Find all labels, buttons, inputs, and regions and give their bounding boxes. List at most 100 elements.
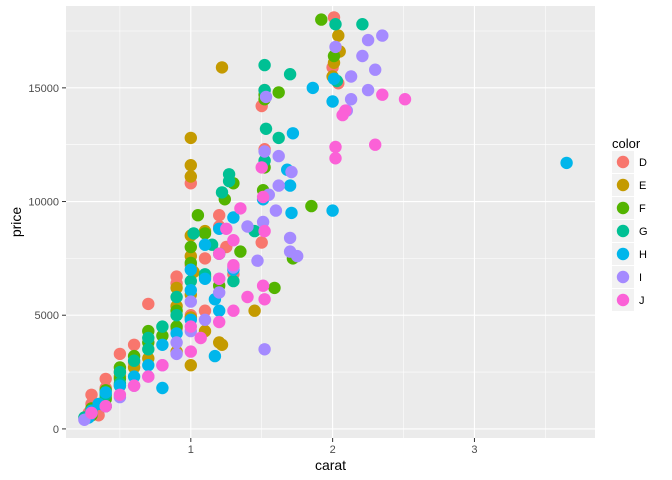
data-point-J [227, 304, 240, 317]
x-tick-label: 3 [471, 444, 477, 456]
data-point-H [326, 95, 339, 108]
data-point-H [286, 127, 300, 140]
data-point-D [127, 338, 141, 351]
data-point-D [198, 304, 212, 317]
axes: 1 2 3 0 5000 10000 15000 [28, 83, 477, 456]
data-point-G [222, 174, 236, 188]
legend-swatch [616, 224, 630, 238]
data-point-F [191, 209, 205, 222]
data-point-H [227, 211, 240, 224]
legend-swatch [616, 155, 630, 169]
data-point-I [241, 220, 254, 233]
data-point-G [227, 274, 240, 288]
data-point-F [272, 86, 285, 99]
data-point-F [327, 49, 341, 63]
data-point-G [127, 354, 141, 367]
data-point-H [283, 179, 297, 192]
data-point-J [227, 259, 240, 272]
data-point-G [283, 68, 297, 81]
y-tick-label: 10000 [28, 197, 59, 209]
data-point-I [259, 90, 273, 104]
y-tick-label: 5000 [35, 310, 59, 322]
data-point-I [285, 165, 298, 179]
data-point-J [329, 152, 342, 165]
legend-label: D [639, 157, 647, 169]
data-point-J [142, 370, 155, 383]
data-point-G [215, 186, 229, 199]
data-point-J [329, 140, 342, 154]
data-point-J [398, 93, 412, 106]
data-point-G [329, 18, 342, 31]
data-point-H [156, 381, 169, 395]
data-point-J [184, 345, 197, 358]
legend-label: H [639, 249, 647, 261]
data-point-J [255, 161, 268, 174]
data-point-H [170, 327, 183, 340]
data-point-I [291, 249, 304, 263]
data-point-I [184, 295, 197, 308]
data-point-I [213, 286, 226, 299]
data-point-F [305, 199, 318, 213]
data-point-D [198, 252, 212, 265]
data-point-I [198, 313, 212, 326]
data-point-J [369, 138, 382, 151]
data-point-H [326, 204, 339, 217]
data-point-E [184, 131, 197, 145]
data-point-J [234, 202, 247, 215]
data-point-H [99, 386, 112, 399]
data-point-F [198, 227, 212, 240]
data-point-I [170, 336, 183, 349]
y-tick-label: 0 [53, 424, 59, 436]
data-point-J [113, 388, 127, 401]
data-point-G [258, 58, 271, 72]
data-point-G [113, 365, 127, 379]
x-axis-title: carat [315, 457, 346, 473]
data-point-H [184, 284, 197, 297]
data-point-H [327, 72, 341, 86]
data-point-I [376, 29, 389, 42]
data-point-J [127, 379, 141, 392]
data-point-J [213, 315, 226, 329]
data-point-H [156, 338, 169, 351]
data-point-J [213, 272, 226, 285]
gridlines [66, 6, 595, 438]
data-point-J [256, 279, 270, 292]
data-point-I [369, 63, 382, 76]
legend-swatch [616, 270, 630, 284]
data-point-H [127, 370, 141, 383]
data-point-I [272, 179, 285, 192]
legend-swatch [616, 293, 630, 307]
data-point-J [156, 359, 169, 372]
data-point-G [259, 122, 273, 135]
data-point-H [198, 238, 212, 251]
data-point-I [251, 254, 264, 267]
data-point-G [142, 331, 155, 345]
data-point-J [194, 331, 207, 345]
data-point-I [329, 40, 342, 54]
data-point-I [269, 204, 283, 217]
data-point-G [187, 227, 200, 240]
data-point-H [285, 206, 298, 220]
data-point-D [255, 236, 268, 249]
data-point-E [248, 304, 261, 317]
data-point-H [142, 359, 155, 372]
data-point-J [213, 247, 226, 260]
legend-swatch [616, 247, 630, 261]
data-point-G [170, 290, 183, 304]
data-point-I [283, 231, 297, 245]
data-point-D [142, 297, 155, 311]
data-point-H [306, 81, 319, 95]
data-point-H [113, 379, 127, 392]
legend-title: color [612, 136, 641, 151]
data-point-H [184, 263, 197, 276]
data-point-J [256, 190, 270, 204]
data-point-E [184, 359, 197, 372]
data-point-F [184, 240, 197, 254]
data-point-E [170, 281, 183, 295]
data-point-F [268, 281, 281, 295]
data-point-G [272, 131, 285, 145]
data-points [78, 11, 573, 426]
data-point-J [258, 224, 271, 238]
